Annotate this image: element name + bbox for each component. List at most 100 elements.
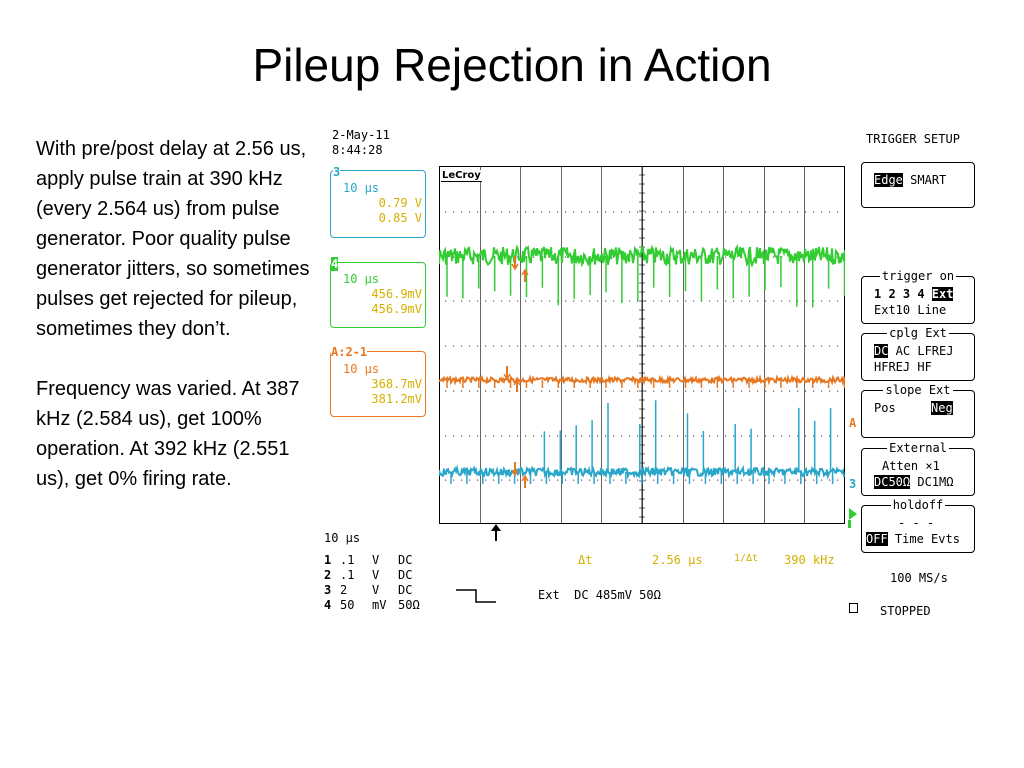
coupling-row-unit: V — [372, 583, 380, 597]
graticule-dot — [573, 300, 575, 302]
graticule-dot — [469, 345, 471, 347]
graticule-dot — [797, 211, 799, 213]
holdoff-off[interactable]: OFF — [866, 532, 888, 546]
graticule-dot — [725, 300, 727, 302]
graticule-dot — [813, 479, 815, 481]
holdoff-options[interactable]: Time Evts — [887, 532, 960, 546]
graticule-dot — [733, 435, 735, 437]
coupling-menu[interactable]: cplg Ext DC AC LFREJ HFREJ HF — [861, 326, 975, 381]
graticule-dot — [717, 390, 719, 392]
channel-4-box[interactable]: 4 10 µs 456.9mV 456.9mV — [330, 257, 426, 328]
channel-3-value-1: 0.79 V — [378, 196, 422, 210]
graticule-dot — [549, 256, 551, 258]
graticule-dot — [637, 211, 639, 213]
graticule-dot — [685, 390, 687, 392]
graticule-dot — [773, 345, 775, 347]
trace-3-marker: 3 — [849, 477, 857, 491]
graticule-dot — [589, 300, 591, 302]
graticule-dot — [541, 211, 543, 213]
graticule-dot — [517, 256, 519, 258]
trigger-on-line2[interactable]: Ext10 Line — [874, 303, 947, 317]
graticule-dot — [493, 390, 495, 392]
trigger-on-channels[interactable]: 1 2 3 4 — [874, 287, 932, 301]
trigger-type-menu[interactable]: Edge SMART — [861, 162, 975, 208]
graticule-dot — [565, 390, 567, 392]
coupling-dc[interactable]: DC — [874, 344, 889, 358]
graticule-dot — [549, 479, 551, 481]
trigger-type-smart[interactable]: SMART — [910, 173, 947, 187]
graticule-dot — [781, 300, 783, 302]
graticule-dot — [597, 435, 599, 437]
external-dc50[interactable]: DC50Ω — [874, 475, 911, 489]
graticule-dot — [749, 479, 751, 481]
slope-menu[interactable]: slope Ext Pos Neg — [861, 383, 975, 438]
graticule-dot — [557, 345, 559, 347]
math-a-label: A:2-1 — [331, 345, 368, 359]
graticule-dot — [445, 211, 447, 213]
graticule-dot — [725, 345, 727, 347]
graticule-dot — [757, 435, 759, 437]
graticule-dot — [741, 211, 743, 213]
coupling-row-coupling: DC — [398, 553, 413, 567]
graticule-dot — [749, 345, 751, 347]
holdoff-title: holdoff — [890, 498, 946, 512]
graticule-dot — [677, 435, 679, 437]
graticule-dot — [549, 345, 551, 347]
graticule-dot — [781, 211, 783, 213]
graticule-dot — [565, 300, 567, 302]
trigger-on-ext[interactable]: Ext — [931, 287, 954, 301]
timebase-readout: 10 µs — [324, 531, 361, 545]
graticule-dot — [493, 345, 495, 347]
graticule-dot — [797, 435, 799, 437]
graticule-dot — [725, 256, 727, 258]
coupling-line2[interactable]: HFREJ HF — [874, 360, 932, 374]
graticule-dot — [493, 300, 495, 302]
graticule-dot — [581, 345, 583, 347]
graticule-dot — [621, 345, 623, 347]
channel-3-box[interactable]: 3 10 µs 0.79 V 0.85 V — [330, 165, 426, 238]
graticule-dot — [725, 211, 727, 213]
coupling-options[interactable]: AC LFREJ — [888, 344, 954, 358]
external-title: External — [887, 441, 949, 455]
graticule-dot — [741, 435, 743, 437]
graticule-dot — [741, 390, 743, 392]
graticule-dot — [813, 390, 815, 392]
external-atten[interactable]: Atten ×1 — [882, 459, 940, 473]
graticule-dot — [541, 300, 543, 302]
trigger-on-title: trigger on — [879, 269, 957, 283]
graticule-dot — [677, 211, 679, 213]
inverse-delta-t-label: 1/Δt — [734, 553, 759, 564]
trigger-on-menu[interactable]: trigger on 1 2 3 4 Ext Ext10 Line — [861, 269, 975, 324]
graticule-dot — [469, 390, 471, 392]
graticule-dot — [509, 345, 511, 347]
graticule-dot — [653, 211, 655, 213]
external-dc1m[interactable]: DC1MΩ — [910, 475, 954, 489]
graticule-dot — [685, 479, 687, 481]
slope-neg[interactable]: Neg — [931, 401, 953, 415]
graticule-dot — [709, 345, 711, 347]
graticule-dot — [565, 345, 567, 347]
math-a-box[interactable]: A:2-1 10 µs 368.7mV 381.2mV — [330, 345, 426, 417]
slope-pos[interactable]: Pos — [874, 401, 896, 415]
cursor-2-green-head — [521, 268, 529, 276]
graticule-dot — [773, 256, 775, 258]
graticule-dot — [837, 435, 839, 437]
graticule-dot — [821, 211, 823, 213]
graticule-dot — [733, 390, 735, 392]
graticule-dot — [509, 479, 511, 481]
channel-4-label: 4 — [331, 257, 339, 271]
graticule-dot — [605, 345, 607, 347]
graticule-dot — [677, 345, 679, 347]
graticule-dot — [573, 479, 575, 481]
trigger-type-edge[interactable]: Edge — [874, 173, 903, 187]
holdoff-menu[interactable]: holdoff - - - OFF Time Evts — [861, 498, 975, 553]
external-menu[interactable]: External Atten ×1 DC50Ω DC1MΩ — [861, 441, 975, 496]
graticule-dot — [789, 435, 791, 437]
graticule-dot — [501, 479, 503, 481]
graticule-dot — [541, 435, 543, 437]
cursor-1-cyan-head — [511, 469, 519, 477]
graticule-dot — [725, 390, 727, 392]
graticule-dot — [453, 300, 455, 302]
coupling-row-volts: 50 — [340, 598, 355, 612]
graticule-dot — [517, 435, 519, 437]
